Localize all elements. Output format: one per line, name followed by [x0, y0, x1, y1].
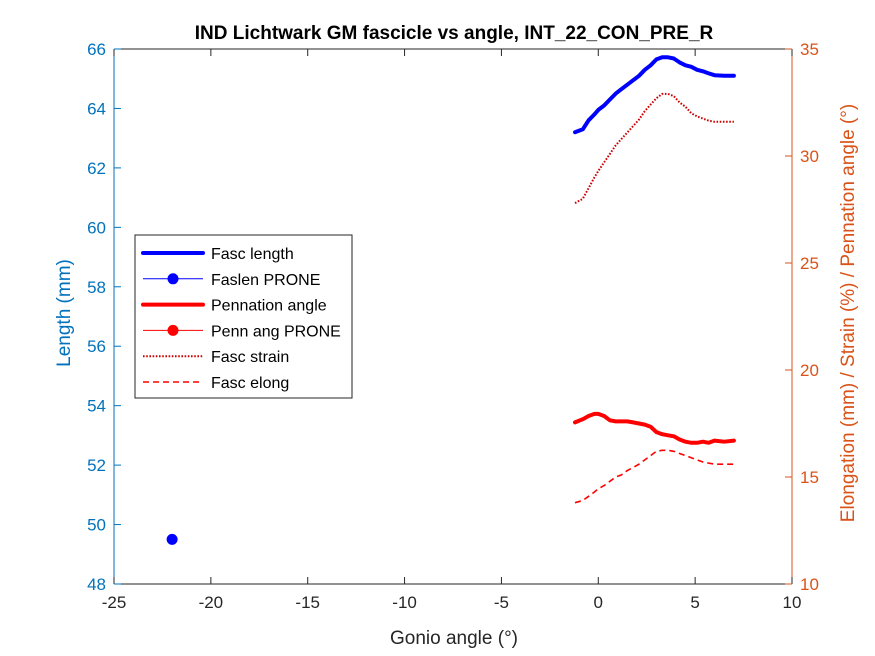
y-tick-label-left: 64 [87, 99, 106, 118]
legend-label-fasc-strain: Fasc strain [211, 349, 289, 366]
y-tick-label-left: 50 [87, 516, 106, 535]
y-tick-label-right: 30 [800, 147, 819, 166]
legend-label-faslen-prone: Faslen PRONE [211, 272, 320, 289]
x-tick-label: -15 [295, 593, 320, 612]
x-tick-label: -5 [494, 593, 509, 612]
y-tick-label-right: 25 [800, 254, 819, 273]
chart-title: IND Lichtwark GM fascicle vs angle, INT_… [195, 23, 714, 44]
legend-box [134, 234, 353, 399]
point-faslen-prone-0 [166, 533, 178, 545]
series-line-fasc-strain [574, 92, 734, 204]
y-tick-label-left: 54 [87, 397, 106, 416]
y-tick-label-left: 52 [87, 456, 106, 475]
y-tick-label-left: 56 [87, 337, 106, 356]
x-tick-label: -20 [199, 593, 224, 612]
y-axis-label-left: Length (mm) [54, 259, 75, 367]
legend-label-penn-ang-prone: Penn ang PRONE [211, 323, 341, 340]
legend-label-fasc-length: Fasc length [211, 246, 294, 263]
legend-marker-faslen-prone [167, 273, 179, 285]
x-axis-label: Gonio angle (°) [390, 628, 518, 649]
y-tick-label-right: 15 [800, 468, 819, 487]
y-axis-label-right: Elongation (mm) / Strain (%) / Pennation… [838, 104, 859, 522]
legend-label-pennation-angle: Pennation angle [211, 298, 327, 315]
y-tick-label-left: 48 [87, 575, 106, 594]
x-tick-label: 10 [783, 593, 802, 612]
legend-label-fasc-elong: Fasc elong [211, 375, 289, 392]
series-line-fasc-elong [574, 449, 734, 504]
x-tick-label: -10 [392, 593, 417, 612]
x-tick-label: 5 [690, 593, 699, 612]
x-tick-label: 0 [594, 593, 603, 612]
y-tick-label-left: 58 [87, 278, 106, 297]
series-line-pennation-angle [573, 411, 736, 445]
legend-marker-penn-ang-prone [167, 324, 179, 336]
x-tick-label: -25 [102, 593, 127, 612]
series-line-fasc-length [573, 55, 736, 135]
y-tick-label-right: 35 [800, 40, 819, 59]
y-tick-label-right: 20 [800, 361, 819, 380]
legend: Fasc length Faslen PRONE Pennation angle Pe… [134, 234, 353, 399]
y-tick-label-left: 62 [87, 159, 106, 178]
y-tick-label-left: 66 [87, 40, 106, 59]
y-tick-label-right: 10 [800, 575, 819, 594]
y-tick-label-left: 60 [87, 218, 106, 237]
